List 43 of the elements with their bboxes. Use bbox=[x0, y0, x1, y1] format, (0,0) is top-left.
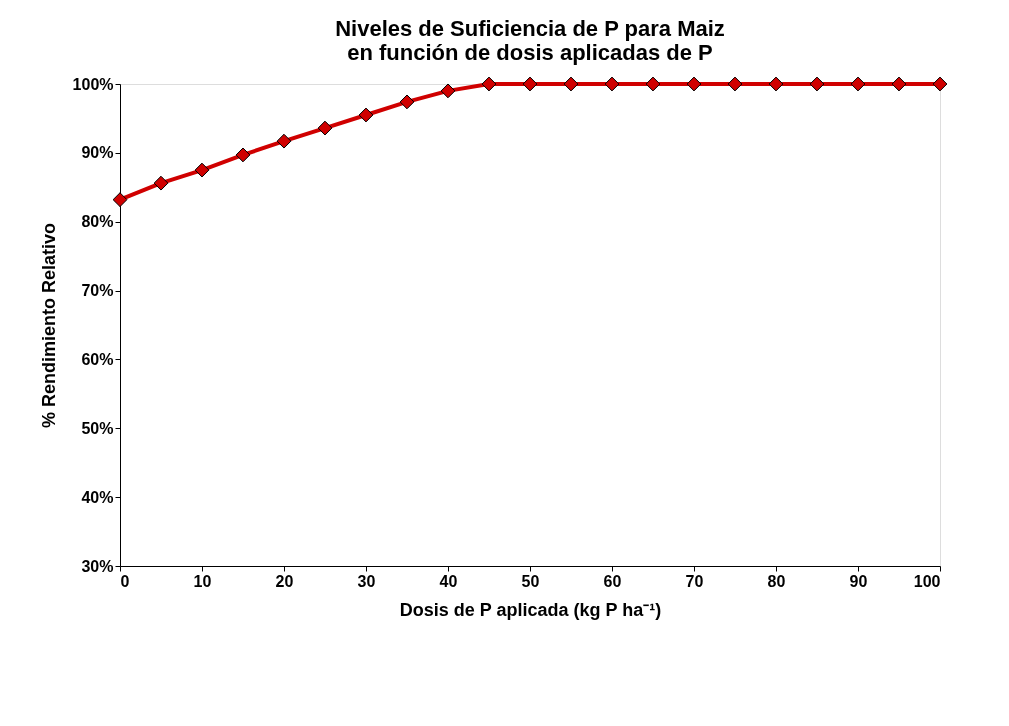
point bbox=[768, 76, 784, 92]
y-tick-label: 40% bbox=[81, 488, 114, 506]
point bbox=[440, 83, 456, 99]
point bbox=[891, 76, 907, 92]
x-tick-label: 60 bbox=[603, 572, 622, 590]
point bbox=[522, 76, 538, 92]
y-tick-label: 50% bbox=[81, 419, 114, 437]
point bbox=[153, 175, 169, 191]
x-tick-label: 80 bbox=[767, 572, 786, 590]
point bbox=[604, 76, 620, 92]
y-tick-label: 80% bbox=[81, 213, 114, 231]
point bbox=[399, 94, 415, 110]
y-tick-label: 90% bbox=[81, 144, 114, 162]
point bbox=[727, 76, 743, 92]
x-tick-label: 100 bbox=[913, 572, 941, 590]
x-tick-label: 70 bbox=[685, 572, 704, 590]
point bbox=[645, 76, 661, 92]
point bbox=[809, 76, 825, 92]
y-axis-title: % Rendimiento Relativo bbox=[38, 222, 59, 429]
point bbox=[850, 76, 866, 92]
y-tick-label: 70% bbox=[81, 282, 114, 300]
y-tick-label: 30% bbox=[81, 557, 114, 575]
point bbox=[932, 76, 948, 92]
x-axis-title: Dosis de P aplicada (kg P ha⁻¹) bbox=[399, 599, 662, 620]
x-tick-label: 50 bbox=[521, 572, 540, 590]
x-tick-label: 0 bbox=[120, 572, 130, 590]
chart-title: Niveles de Suficiencia de P para Maiz en función de dosis aplicadas de P bbox=[335, 16, 725, 66]
point bbox=[112, 192, 128, 208]
point bbox=[481, 76, 497, 92]
y-tick-label: 100% bbox=[72, 75, 114, 93]
x-tick-label: 30 bbox=[357, 572, 376, 590]
x-tick-label: 20 bbox=[275, 572, 294, 590]
point bbox=[235, 147, 251, 163]
x-tick-label: 10 bbox=[193, 572, 212, 590]
point bbox=[358, 107, 374, 123]
y-tick-label: 60% bbox=[81, 350, 114, 368]
x-tick-label: 40 bbox=[439, 572, 458, 590]
point bbox=[276, 133, 292, 149]
point bbox=[563, 76, 579, 92]
point bbox=[317, 120, 333, 136]
point bbox=[686, 76, 702, 92]
point bbox=[194, 162, 210, 178]
x-tick-label: 90 bbox=[849, 572, 868, 590]
